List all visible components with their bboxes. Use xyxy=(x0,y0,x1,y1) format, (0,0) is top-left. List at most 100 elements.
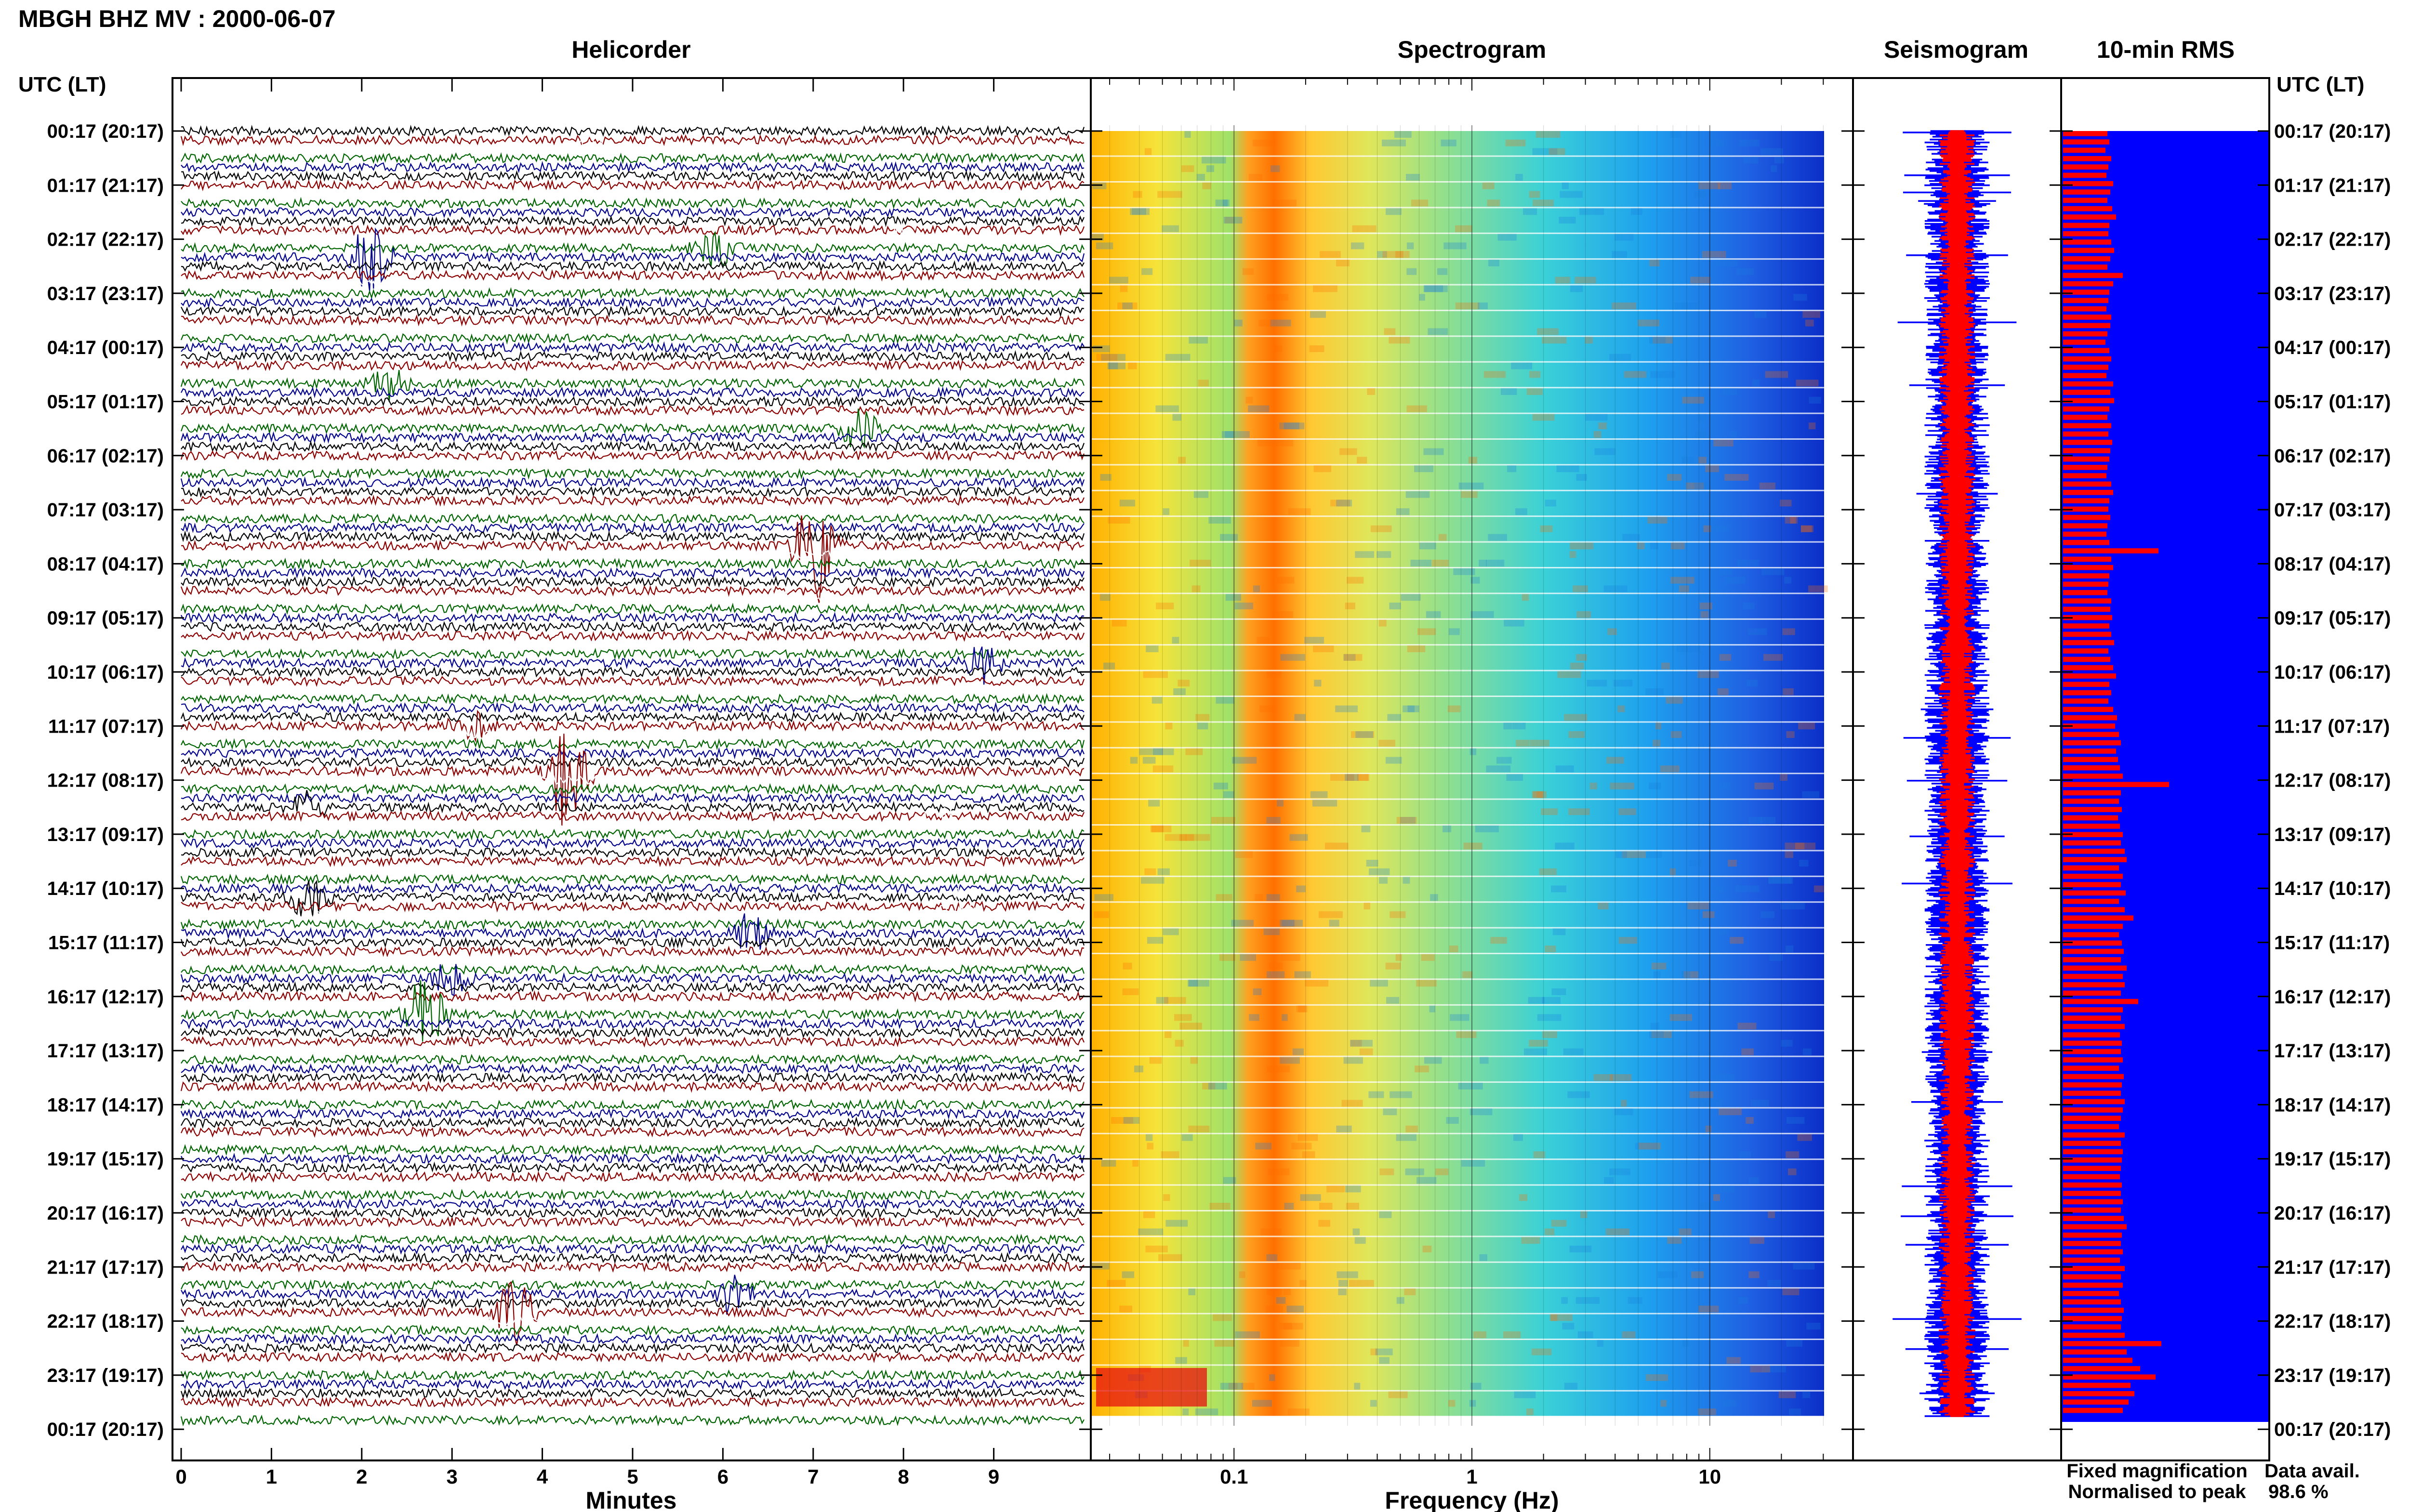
spectrogram-speckle xyxy=(1653,971,1661,978)
spectrogram-speckle xyxy=(1284,422,1299,430)
spectrogram-speckle xyxy=(1133,191,1142,198)
spectrogram-speckle xyxy=(1266,1254,1278,1261)
spectrogram-speckle xyxy=(1096,242,1113,250)
time-tick-label-right: 14:17 (10:17) xyxy=(2274,878,2391,899)
spectrogram-speckle xyxy=(1490,937,1507,944)
spectrogram-speckle xyxy=(1284,1203,1294,1210)
spectrogram-speckle xyxy=(1800,525,1812,532)
spectrogram-speckle xyxy=(1453,568,1475,575)
rms-bar xyxy=(2063,448,2110,453)
time-tick-label-right: 07:17 (03:17) xyxy=(2274,500,2391,521)
helicorder-trace xyxy=(181,1216,1085,1228)
spectrogram-speckle xyxy=(1649,782,1661,789)
spectrogram-speckle xyxy=(1193,491,1209,498)
spectrogram-speckle xyxy=(1739,139,1760,146)
helicorder-trace xyxy=(181,1044,1085,1057)
rms-bar xyxy=(2063,1382,2131,1388)
spectrogram-row-gap xyxy=(1091,181,1824,183)
helicorder-trace xyxy=(181,314,1085,327)
spectrogram-speckle xyxy=(1614,680,1633,687)
spectrogram-speckle xyxy=(1808,422,1816,430)
spectrogram-row-gap xyxy=(1091,335,1824,337)
spectrogram-speckle xyxy=(1379,1211,1392,1218)
helicorder-trace xyxy=(181,1090,1085,1102)
spectrogram-speckle xyxy=(1649,260,1660,266)
helicorder-trace xyxy=(181,1035,1085,1048)
spectrogram-speckle xyxy=(1395,251,1410,258)
helicorder-trace xyxy=(180,1315,1085,1328)
helicorder-trace xyxy=(181,1351,1085,1364)
rms-bar xyxy=(2063,131,2107,136)
spectrogram-speckle xyxy=(1468,457,1478,464)
spectrogram-speckle xyxy=(1650,1023,1659,1030)
spectrogram-speckle xyxy=(1715,885,1723,893)
spectrogram-row-gap xyxy=(1091,464,1824,466)
rms-bar xyxy=(2063,898,2119,904)
helicorder-trace xyxy=(180,530,1085,542)
rms-bar xyxy=(2063,1124,2119,1130)
spectrogram-speckle xyxy=(1479,560,1487,566)
spectrogram-speckle xyxy=(1162,928,1179,935)
spectrogram-speckle xyxy=(1651,962,1667,970)
rms-bar xyxy=(2063,1166,2121,1171)
rms-bar xyxy=(2063,406,2109,412)
rms-title: 10-min RMS xyxy=(2097,36,2235,63)
spectrogram-speckle xyxy=(1443,825,1452,832)
spectrogram-speckle xyxy=(1268,1168,1290,1175)
rms-bar xyxy=(2063,498,2109,503)
spectrogram-speckle xyxy=(1276,1262,1301,1270)
spectrogram-speckle xyxy=(1107,1280,1126,1287)
spectrogram-speckle xyxy=(1469,1108,1493,1116)
spectrogram-speckle xyxy=(1182,1408,1189,1416)
rms-bar xyxy=(2063,539,2109,545)
spectrogram-speckle xyxy=(1698,1408,1716,1416)
spectrogram-speckle xyxy=(1313,645,1334,652)
spectrogram-speckle xyxy=(1645,1374,1668,1381)
spectrogram-speckle xyxy=(1140,877,1165,884)
spectrogram-speckle xyxy=(1700,1203,1717,1210)
helicorder-x-tick-label: 7 xyxy=(807,1465,819,1488)
spectrogram-row-gap xyxy=(1091,258,1824,260)
spectrogram-speckle xyxy=(1313,285,1337,292)
spectrogram-speckle xyxy=(1555,765,1574,773)
spectrogram-speckle xyxy=(1223,217,1243,224)
spectrogram-speckle xyxy=(1529,371,1541,378)
rms-bar xyxy=(2063,1407,2123,1413)
spectrogram-speckle xyxy=(1213,1314,1232,1321)
spectrogram-speckle xyxy=(1234,319,1243,327)
rms-bar xyxy=(2063,398,2114,404)
spectrogram-speckle xyxy=(1198,380,1209,387)
spectrogram-speckle xyxy=(1577,1331,1593,1338)
rms-bar xyxy=(2063,799,2119,804)
spectrogram-speckle xyxy=(1542,997,1561,1004)
spectrogram-speckle xyxy=(1309,345,1324,352)
spectrogram-speckle xyxy=(1523,208,1537,215)
rms-bar xyxy=(2063,723,2115,729)
rms-bar xyxy=(2063,999,2138,1004)
helicorder-trace xyxy=(181,341,1085,354)
rms-bar xyxy=(2063,465,2107,470)
helicorder-trace xyxy=(180,548,1085,561)
rms-bar xyxy=(2063,431,2108,437)
spectrogram-speckle xyxy=(1435,1168,1449,1175)
rms-bar xyxy=(2063,315,2111,320)
spectrogram-speckle xyxy=(1719,782,1731,789)
rms-bar xyxy=(2063,1182,2122,1188)
spectrogram-speckle xyxy=(1370,525,1392,532)
helicorder-trace xyxy=(181,1360,1085,1372)
spectrogram-speckle xyxy=(1752,380,1760,387)
time-tick-label-left: 11:17 (07:17) xyxy=(48,716,164,737)
spectrogram-x-tick-label: 0.1 xyxy=(1220,1465,1248,1488)
spectrogram-speckle xyxy=(1271,165,1280,172)
spectrogram-speckle xyxy=(1314,680,1322,687)
spectrogram-speckle xyxy=(1718,182,1732,189)
spectrogram-speckle xyxy=(1686,482,1704,489)
spectrogram-speckle xyxy=(1094,911,1109,918)
spectrogram-speckle xyxy=(1138,1228,1164,1236)
spectrogram-speckle xyxy=(1780,1039,1793,1047)
time-axis: 00:17 (20:17) 00:17 (20:17) 01:17 (21:17) 0… xyxy=(47,121,2391,1440)
helicorder-trace xyxy=(181,277,1085,291)
spectrogram-speckle xyxy=(1609,1168,1630,1175)
spectrogram-speckle xyxy=(1615,851,1627,858)
spectrogram-speckle xyxy=(1338,1280,1348,1287)
